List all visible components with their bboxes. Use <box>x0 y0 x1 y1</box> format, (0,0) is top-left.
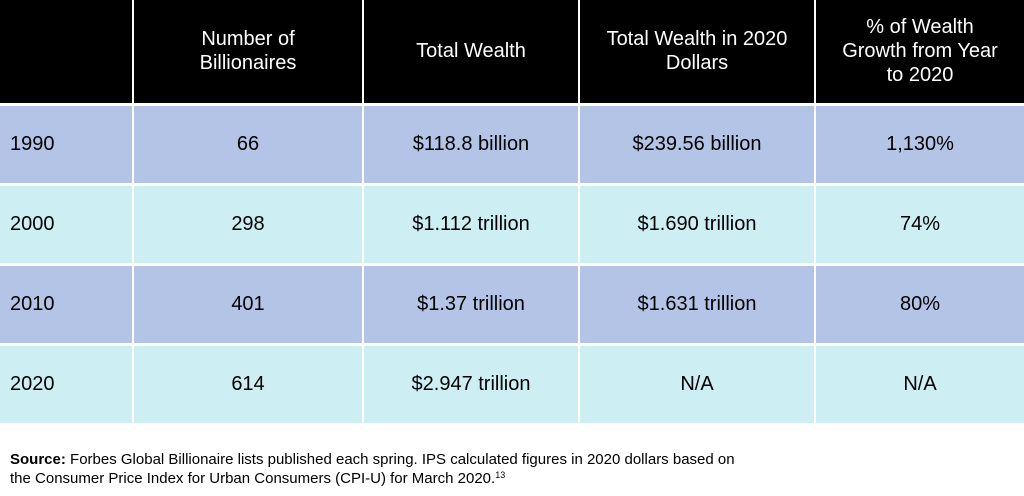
total-wealth-cell: $1.112 trillion <box>363 184 580 266</box>
growth-cell: 80% <box>815 264 1024 346</box>
table-row: 1990 66 $118.8 billion $239.56 billion 1… <box>0 104 1024 186</box>
total-wealth-cell: $1.37 trillion <box>363 264 580 346</box>
header-wealth-growth: % of Wealth Growth from Year to 2020 <box>815 0 1024 106</box>
year-cell: 1990 <box>0 104 134 186</box>
wealth-2020-dollars-cell: N/A <box>579 344 816 426</box>
total-wealth-cell: $2.947 trillion <box>363 344 580 426</box>
billionaire-wealth-table: Number of Billionaires Total Wealth Tota… <box>0 0 1024 426</box>
year-cell: 2010 <box>0 264 134 346</box>
growth-cell: N/A <box>815 344 1024 426</box>
billionaires-cell: 401 <box>133 264 364 346</box>
billionaires-cell: 66 <box>133 104 364 186</box>
wealth-2020-dollars-cell: $239.56 billion <box>579 104 816 186</box>
billionaires-cell: 614 <box>133 344 364 426</box>
billionaire-wealth-table-container: Number of Billionaires Total Wealth Tota… <box>0 0 1024 426</box>
source-note: Source: Forbes Global Billionaire lists … <box>10 450 1010 488</box>
growth-cell: 74% <box>815 184 1024 266</box>
table-row: 2020 614 $2.947 trillion N/A N/A <box>0 344 1024 426</box>
footnote-marker: 13 <box>495 470 506 480</box>
table-row: 2010 401 $1.37 trillion $1.631 trillion … <box>0 264 1024 346</box>
total-wealth-cell: $118.8 billion <box>363 104 580 186</box>
header-year <box>0 0 134 106</box>
wealth-2020-dollars-cell: $1.631 trillion <box>579 264 816 346</box>
wealth-2020-dollars-cell: $1.690 trillion <box>579 184 816 266</box>
source-line-2: the Consumer Price Index for Urban Consu… <box>10 470 496 487</box>
growth-cell: 1,130% <box>815 104 1024 186</box>
source-line-1: Forbes Global Billionaire lists publishe… <box>65 451 735 468</box>
year-cell: 2000 <box>0 184 134 266</box>
header-total-wealth: Total Wealth <box>363 0 580 106</box>
header-number-of-billionaires: Number of Billionaires <box>133 0 364 106</box>
year-cell: 2020 <box>0 344 134 426</box>
header-total-wealth-2020-dollars: Total Wealth in 2020 Dollars <box>579 0 816 106</box>
billionaires-cell: 298 <box>133 184 364 266</box>
table-row: 2000 298 $1.112 trillion $1.690 trillion… <box>0 184 1024 266</box>
header-row: Number of Billionaires Total Wealth Tota… <box>0 0 1024 106</box>
source-label: Source: <box>10 451 66 468</box>
